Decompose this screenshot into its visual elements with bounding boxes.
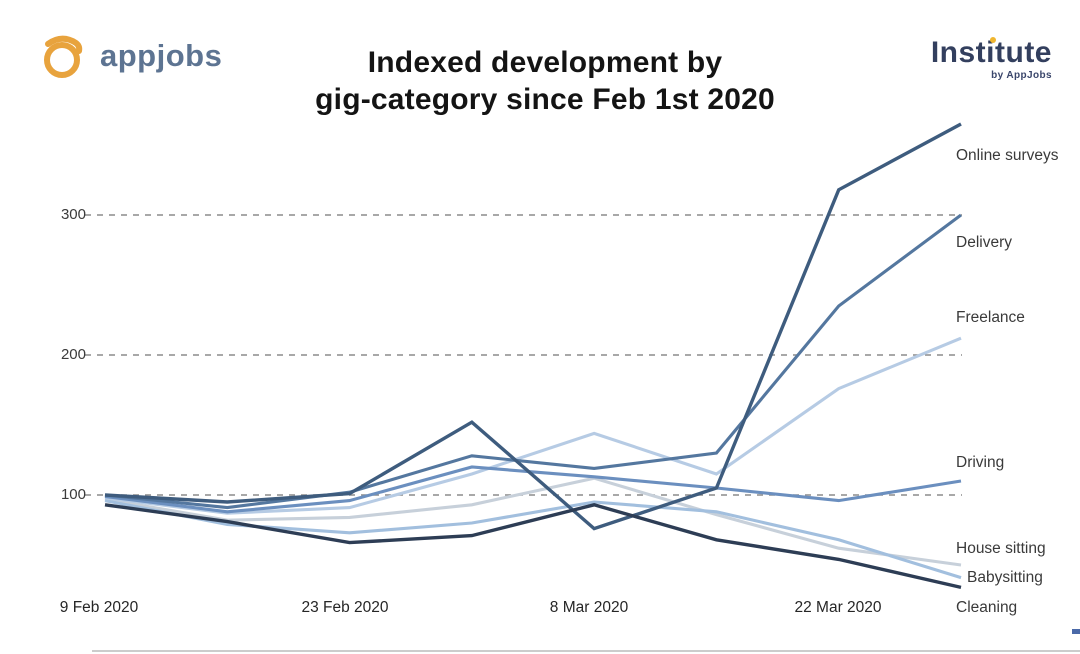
chart-line-delivery: [104, 213, 962, 510]
series-label-house-sitting: House sitting: [956, 540, 1046, 557]
institute-byline: by AppJobs: [991, 70, 1052, 81]
institute-i-dot: [989, 37, 996, 43]
chart-line-house-sitting: [104, 476, 962, 567]
appjobs-logo: appjobs: [38, 30, 222, 82]
chart-title-line1: Indexed development by: [367, 46, 723, 79]
y-tick-100: 100: [60, 486, 86, 503]
chart-line-online-surveys: [104, 122, 962, 531]
chart-line-driving: [104, 465, 962, 514]
corner-mark: [1072, 629, 1080, 634]
chart-line-cleaning: [104, 503, 962, 590]
chart-line-freelance: [104, 336, 962, 515]
series-label-driving: Driving: [956, 454, 1005, 471]
series-label-freelance: Freelance: [956, 309, 1025, 326]
institute-logo-text: Institute: [930, 36, 1052, 69]
x-tick-23feb: 23 Feb 2020: [301, 599, 389, 616]
y-tick-300: 300: [60, 206, 86, 223]
series-label-delivery: Delivery: [956, 234, 1012, 251]
bottom-divider: [92, 650, 1080, 652]
chart-title-line2: gig-category since Feb 1st 2020: [315, 83, 775, 116]
series-label-online-surveys: Online surveys: [956, 147, 1059, 164]
x-tick-8mar: 8 Mar 2020: [549, 599, 629, 616]
appjobs-logo-text: appjobs: [100, 38, 223, 73]
x-tick-9feb: 9 Feb 2020: [59, 599, 139, 616]
institute-logo: Institute by AppJobs: [931, 36, 1052, 81]
y-tick-200: 200: [60, 346, 86, 363]
series-label-cleaning: Cleaning: [956, 599, 1018, 616]
series-label-babysitting: Babysitting: [967, 569, 1043, 586]
chart-title: Indexed development by gig-category sinc…: [250, 44, 840, 118]
appjobs-logo-icon: [44, 35, 83, 78]
x-tick-22mar: 22 Mar 2020: [794, 599, 882, 616]
